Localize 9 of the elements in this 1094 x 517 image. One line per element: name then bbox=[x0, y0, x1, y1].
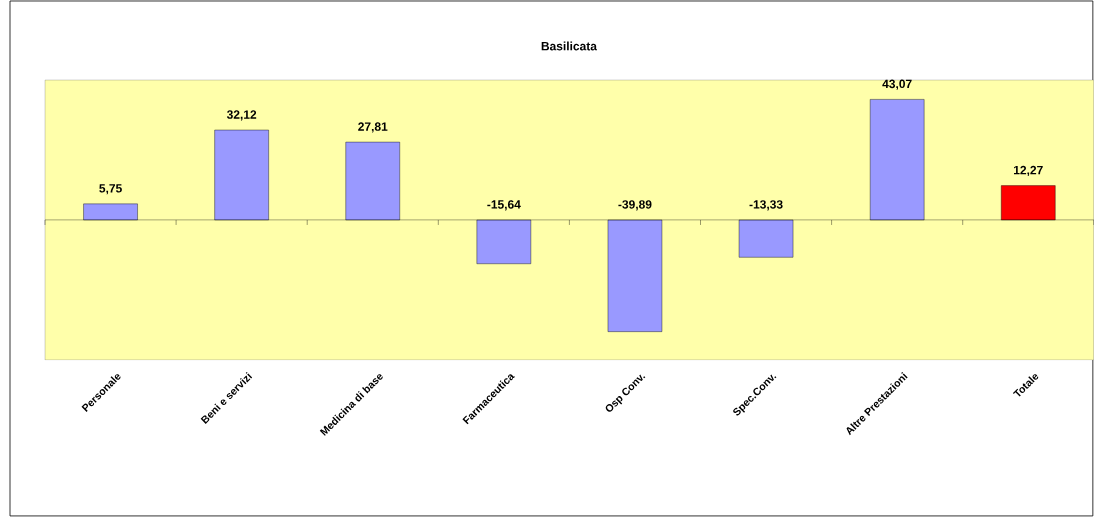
data-label: -39,89 bbox=[618, 200, 652, 211]
data-label: 27,81 bbox=[358, 122, 388, 133]
chart-title: Basilicata bbox=[541, 41, 598, 51]
data-label: 32,12 bbox=[226, 110, 257, 121]
data-label: 5,75 bbox=[99, 184, 122, 195]
data-label: 43,07 bbox=[882, 79, 912, 90]
data-label: -13,33 bbox=[749, 200, 783, 211]
data-label: 12,27 bbox=[1014, 165, 1043, 177]
data-label: -15,64 bbox=[487, 200, 521, 211]
